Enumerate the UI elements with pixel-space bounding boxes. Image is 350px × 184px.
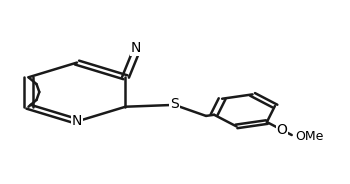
Text: N: N xyxy=(131,41,141,55)
Text: S: S xyxy=(170,97,179,111)
Text: OMe: OMe xyxy=(295,130,324,144)
Text: O: O xyxy=(276,123,287,137)
Text: N: N xyxy=(72,114,82,128)
